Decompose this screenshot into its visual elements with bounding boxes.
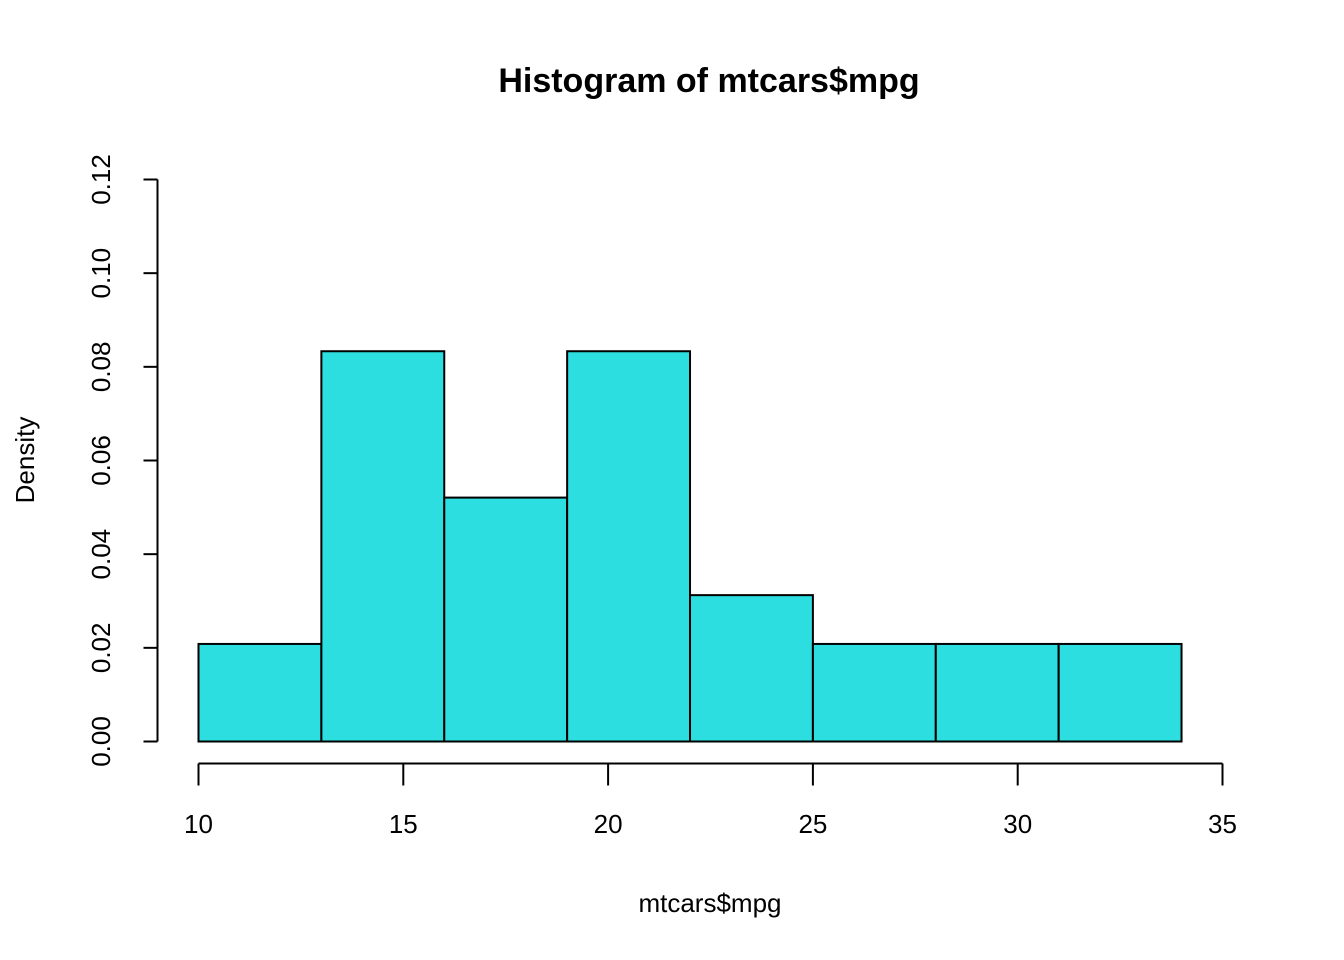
chart-title: Histogram of mtcars$mpg bbox=[498, 62, 919, 100]
x-tick-label: 10 bbox=[184, 809, 213, 839]
y-tick-label: 0.12 bbox=[86, 154, 116, 205]
histogram-bar-8 bbox=[1057, 642, 1183, 743]
x-tick-label: 35 bbox=[1208, 809, 1237, 839]
x-tick-label: 30 bbox=[1003, 809, 1032, 839]
y-tick-label: 0.08 bbox=[86, 342, 116, 393]
y-axis: 0.00 0.02 0.04 0.06 0.08 0.10 0.12 bbox=[86, 154, 159, 767]
bars-group bbox=[197, 350, 1183, 743]
histogram-bar-7 bbox=[934, 642, 1060, 743]
x-tick-label: 15 bbox=[389, 809, 418, 839]
histogram-bar-4 bbox=[566, 350, 692, 743]
x-axis: 10 15 20 25 30 35 bbox=[184, 762, 1237, 839]
x-tick-label: 25 bbox=[798, 809, 827, 839]
histogram-bar-5 bbox=[689, 594, 814, 743]
y-tick-label: 0.04 bbox=[86, 529, 116, 580]
x-tick-label: 20 bbox=[594, 809, 623, 839]
y-tick-label: 0.00 bbox=[86, 716, 116, 767]
x-axis-label: mtcars$mpg bbox=[638, 888, 781, 918]
y-tick-label: 0.02 bbox=[86, 623, 116, 674]
histogram-bar-1 bbox=[197, 642, 323, 743]
histogram-bar-6 bbox=[811, 642, 937, 743]
y-axis-label: Density bbox=[10, 417, 40, 504]
y-tick-label: 0.06 bbox=[86, 435, 116, 486]
histogram-bar-3 bbox=[443, 496, 569, 743]
y-tick-label: 0.10 bbox=[86, 248, 116, 299]
histogram-bar-2 bbox=[320, 350, 446, 743]
